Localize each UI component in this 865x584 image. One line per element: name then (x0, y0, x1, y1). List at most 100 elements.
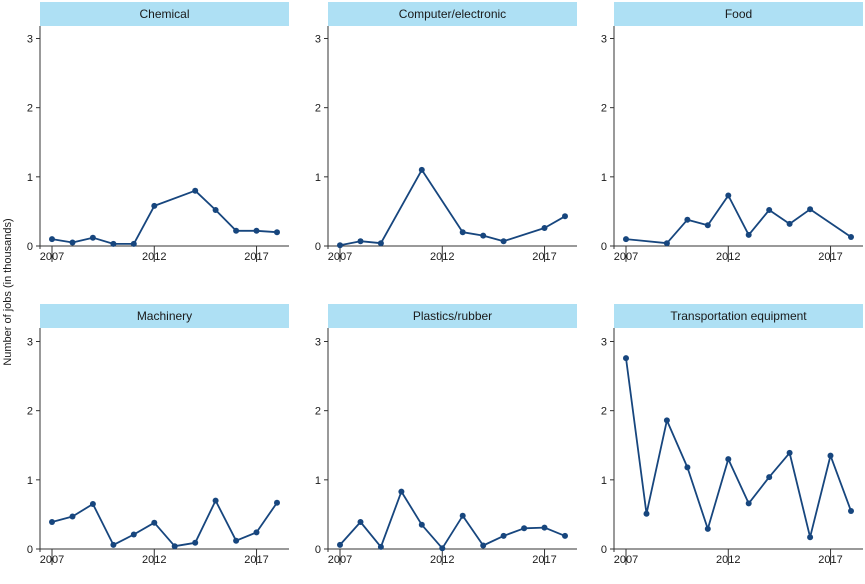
y-tick-label: 2 (601, 103, 607, 115)
data-point (827, 452, 834, 459)
data-point (745, 500, 752, 507)
data-point (253, 529, 260, 536)
data-point (848, 234, 854, 240)
data-point (704, 525, 711, 532)
data-point (684, 216, 691, 223)
x-tick-label: 2017 (818, 554, 842, 566)
y-tick-label: 0 (27, 544, 33, 556)
x-tick-label: 2012 (430, 251, 454, 263)
panel-header (40, 304, 289, 328)
data-point (337, 242, 343, 249)
panel-title: Chemical (139, 7, 189, 21)
data-point (192, 539, 199, 546)
data-point (49, 519, 55, 525)
y-tick-label: 1 (315, 475, 321, 487)
series-line (339, 169, 566, 247)
data-point (337, 541, 343, 548)
panel-header (614, 2, 863, 26)
data-point (500, 532, 507, 539)
data-point (745, 231, 752, 238)
panel-title: Plastics/rubber (413, 309, 492, 323)
data-point (357, 519, 364, 525)
data-point (274, 499, 280, 506)
data-point (233, 537, 240, 544)
y-tick-label: 3 (601, 337, 607, 349)
data-point (643, 510, 650, 517)
panel-title: Machinery (137, 309, 192, 323)
data-point (725, 192, 732, 199)
data-point (357, 238, 364, 245)
panel-machinery: Machinery 0 1 2 3 2007 2012 2017 (27, 304, 289, 566)
data-point (69, 239, 76, 246)
x-tick-label: 2007 (614, 251, 638, 263)
y-tick-label: 3 (601, 34, 607, 46)
panel-transportation-equipment: Transportation equipment 0 1 2 3 2007 2012 2017 (601, 304, 863, 566)
data-point (398, 488, 405, 495)
data-point (130, 240, 137, 247)
y-tick-label: 1 (601, 475, 607, 487)
y-tick-label: 0 (601, 241, 607, 253)
data-point (848, 508, 854, 514)
y-tick-label: 2 (27, 406, 33, 418)
data-point (480, 232, 487, 239)
panel-plastics-rubber: Plastics/rubber 0 1 2 3 2007 2012 2017 (315, 304, 577, 566)
data-point (418, 521, 425, 528)
data-point (69, 513, 76, 520)
data-point (766, 474, 773, 481)
data-point (480, 542, 487, 549)
y-tick-label: 1 (601, 172, 607, 184)
data-point (786, 449, 793, 456)
data-point (212, 207, 219, 213)
data-point (418, 166, 425, 173)
x-tick-label: 2012 (716, 251, 740, 263)
y-tick-label: 0 (315, 241, 321, 253)
y-tick-label: 2 (315, 103, 321, 115)
x-tick-label: 2017 (818, 251, 842, 263)
panel-header (614, 304, 863, 328)
y-tick-label: 3 (27, 34, 33, 46)
x-tick-label: 2012 (142, 251, 166, 263)
y-tick-label: 1 (27, 172, 33, 184)
data-point (704, 222, 711, 229)
series-line (51, 189, 278, 245)
data-point (562, 532, 568, 539)
x-tick-label: 2017 (244, 554, 268, 566)
data-point (541, 524, 548, 531)
data-point (171, 543, 178, 550)
y-tick-label: 0 (601, 544, 607, 556)
data-point (663, 240, 670, 247)
data-point (459, 512, 466, 519)
data-point (151, 519, 158, 526)
data-point (439, 545, 446, 552)
data-point (786, 220, 793, 227)
data-point (663, 417, 670, 424)
x-tick-label: 2007 (40, 554, 64, 566)
series-line (51, 499, 278, 548)
data-point (541, 225, 548, 231)
y-axis-label: Number of jobs (in thousands) (2, 218, 14, 365)
panel-header (328, 304, 577, 328)
panel-title: Computer/electronic (399, 7, 506, 21)
x-tick-label: 2007 (328, 251, 352, 263)
y-tick-label: 3 (27, 337, 33, 349)
series-line (625, 357, 852, 539)
x-tick-label: 2017 (532, 251, 556, 263)
x-tick-label: 2007 (614, 554, 638, 566)
data-point (89, 234, 96, 241)
data-point (192, 187, 199, 194)
y-tick-label: 2 (315, 406, 321, 418)
series-line (339, 490, 566, 550)
x-tick-label: 2012 (716, 554, 740, 566)
data-point (151, 202, 158, 209)
panel-computer-electronic: Computer/electronic 0 1 2 3 2007 2012 2017 (315, 2, 577, 263)
data-point (110, 240, 117, 247)
data-point (89, 501, 96, 507)
data-point (807, 206, 814, 213)
data-point (807, 534, 814, 541)
data-point (521, 525, 528, 532)
data-point (233, 227, 240, 234)
data-point (459, 229, 466, 236)
data-point (110, 541, 117, 548)
x-tick-label: 2012 (430, 554, 454, 566)
